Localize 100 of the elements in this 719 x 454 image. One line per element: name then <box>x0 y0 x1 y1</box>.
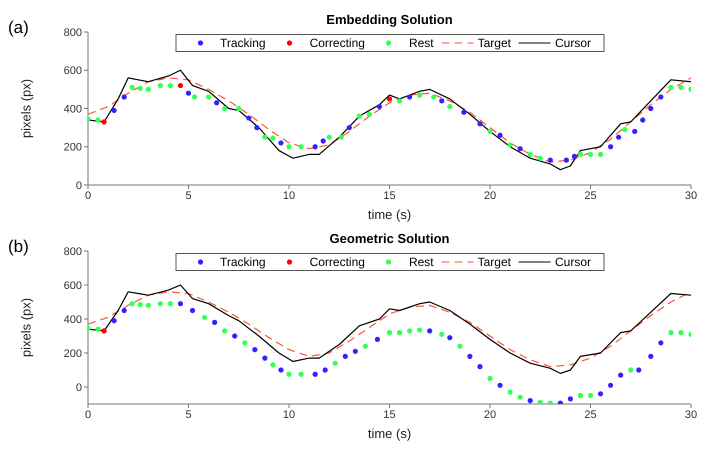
point <box>138 302 143 308</box>
point <box>668 330 674 336</box>
point <box>578 152 584 157</box>
point <box>286 372 292 377</box>
point <box>447 104 452 110</box>
point <box>138 86 143 92</box>
point <box>508 390 513 395</box>
point <box>396 98 402 104</box>
legend-label: Correcting <box>310 36 365 50</box>
point <box>497 382 503 388</box>
x-tick-label: 5 <box>185 408 192 421</box>
point <box>278 367 284 373</box>
point <box>508 142 513 148</box>
y-tick-label: 600 <box>64 65 82 78</box>
point <box>618 372 624 378</box>
legend-label: Tracking <box>220 255 266 269</box>
point <box>588 392 594 398</box>
point <box>668 84 674 90</box>
point <box>146 302 151 308</box>
point <box>407 328 412 334</box>
point <box>632 128 638 134</box>
point <box>356 114 362 119</box>
point <box>158 301 163 306</box>
point <box>146 86 151 92</box>
point <box>538 156 543 161</box>
point <box>658 340 664 346</box>
x-tick-label: 10 <box>282 408 296 421</box>
point <box>190 308 196 314</box>
point <box>95 117 101 123</box>
legend-label: Target <box>478 255 511 269</box>
point <box>342 354 348 359</box>
point <box>158 82 163 88</box>
legend-label: Cursor <box>554 255 591 269</box>
point <box>528 152 533 157</box>
point <box>168 82 174 88</box>
point <box>192 94 198 100</box>
point <box>427 328 432 334</box>
point <box>286 144 292 150</box>
y-tick-label: 0 <box>76 382 82 394</box>
point <box>101 328 107 334</box>
y-tick-label: 400 <box>64 314 82 326</box>
point <box>588 152 594 157</box>
point <box>518 146 523 152</box>
point <box>298 144 304 150</box>
point <box>254 125 260 130</box>
point <box>178 301 184 306</box>
point <box>678 84 684 90</box>
y-tick-label: 200 <box>64 348 82 360</box>
point <box>578 392 584 398</box>
y-tick-label: 800 <box>64 246 82 258</box>
point <box>320 138 326 144</box>
point <box>477 121 483 126</box>
point <box>366 112 372 117</box>
x-tick-label: 30 <box>684 190 698 202</box>
point <box>648 354 654 359</box>
x-axis-title: time (s) <box>368 207 412 222</box>
point <box>312 372 318 377</box>
chart-title: Embedding Solution <box>325 12 454 27</box>
point <box>278 140 284 146</box>
x-axis-title: time (s) <box>368 426 412 441</box>
point <box>439 332 444 337</box>
point <box>222 328 228 334</box>
point <box>262 356 268 361</box>
point <box>622 126 628 132</box>
point <box>447 335 452 340</box>
point <box>374 336 380 342</box>
point <box>214 100 220 106</box>
point <box>206 94 212 100</box>
point <box>608 144 614 150</box>
point <box>298 372 304 377</box>
text: (a) <box>8 18 29 38</box>
point <box>101 119 107 124</box>
point <box>130 301 135 306</box>
chart-title: Geometric Solution <box>328 231 450 246</box>
text: (b) <box>8 237 29 257</box>
legend-label: Cursor <box>554 36 591 50</box>
point <box>112 318 117 324</box>
point <box>386 96 392 102</box>
point <box>386 330 392 336</box>
x-tick-label: 25 <box>584 190 597 202</box>
point <box>112 108 117 114</box>
point <box>178 82 184 88</box>
point <box>608 382 614 388</box>
point <box>186 90 192 96</box>
point <box>572 154 578 159</box>
point <box>362 344 368 349</box>
y-tick-label: 200 <box>64 142 82 154</box>
point <box>262 134 268 140</box>
point <box>528 398 533 404</box>
point <box>396 330 402 336</box>
legend-label: Rest <box>408 36 434 50</box>
point <box>322 367 328 373</box>
point <box>616 134 622 140</box>
point <box>538 400 543 404</box>
point <box>548 158 553 163</box>
legend-label: Target <box>478 36 511 50</box>
point <box>242 340 248 346</box>
point <box>417 327 422 333</box>
legend-label: Rest <box>408 255 434 269</box>
point <box>487 128 493 134</box>
